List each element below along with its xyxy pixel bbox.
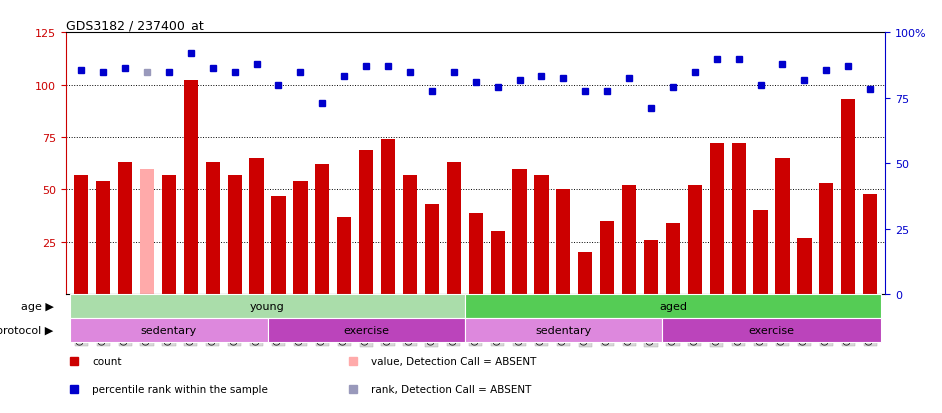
Bar (600, 221, 614, 295)
Bar (666, 223, 680, 295)
Bar (754, 211, 768, 295)
Bar (797, 238, 811, 295)
Bar (464, 318, 662, 342)
Text: GDS3182 / 237400_at: GDS3182 / 237400_at (66, 19, 203, 32)
Bar (512, 169, 527, 295)
Bar (162, 176, 176, 295)
Text: aged: aged (658, 301, 687, 311)
Bar (556, 190, 571, 295)
Text: percentile rank within the sample: percentile rank within the sample (92, 384, 268, 394)
Bar (118, 163, 132, 295)
Bar (337, 217, 351, 295)
Bar (271, 196, 285, 295)
Text: young: young (251, 301, 284, 311)
Bar (775, 159, 789, 295)
Text: exercise: exercise (343, 325, 389, 335)
Bar (841, 100, 855, 295)
Text: rank, Detection Call = ABSENT: rank, Detection Call = ABSENT (371, 384, 531, 394)
Bar (205, 163, 219, 295)
Bar (381, 140, 396, 295)
Bar (228, 176, 242, 295)
Text: value, Detection Call = ABSENT: value, Detection Call = ABSENT (371, 356, 536, 366)
Bar (140, 169, 154, 295)
Bar (662, 318, 881, 342)
Text: sedentary: sedentary (140, 325, 197, 335)
Bar (644, 240, 658, 295)
Bar (316, 165, 330, 295)
Bar (96, 182, 110, 295)
Bar (464, 295, 881, 318)
Bar (250, 159, 264, 295)
Bar (863, 194, 877, 295)
Bar (71, 318, 268, 342)
Bar (534, 176, 548, 295)
Bar (359, 150, 373, 295)
Bar (425, 205, 439, 295)
Text: count: count (92, 356, 122, 366)
Bar (71, 295, 464, 318)
Text: sedentary: sedentary (535, 325, 592, 335)
Bar (184, 81, 198, 295)
Bar (293, 182, 307, 295)
Text: exercise: exercise (749, 325, 794, 335)
Text: protocol ▶: protocol ▶ (0, 325, 54, 335)
Bar (403, 176, 417, 295)
Bar (578, 253, 593, 295)
Bar (74, 176, 89, 295)
Bar (468, 213, 483, 295)
Bar (732, 144, 746, 295)
Bar (268, 318, 464, 342)
Text: age ▶: age ▶ (21, 301, 54, 311)
Bar (622, 186, 636, 295)
Bar (709, 144, 723, 295)
Bar (688, 186, 702, 295)
Bar (491, 232, 505, 295)
Bar (820, 184, 834, 295)
Bar (447, 163, 461, 295)
